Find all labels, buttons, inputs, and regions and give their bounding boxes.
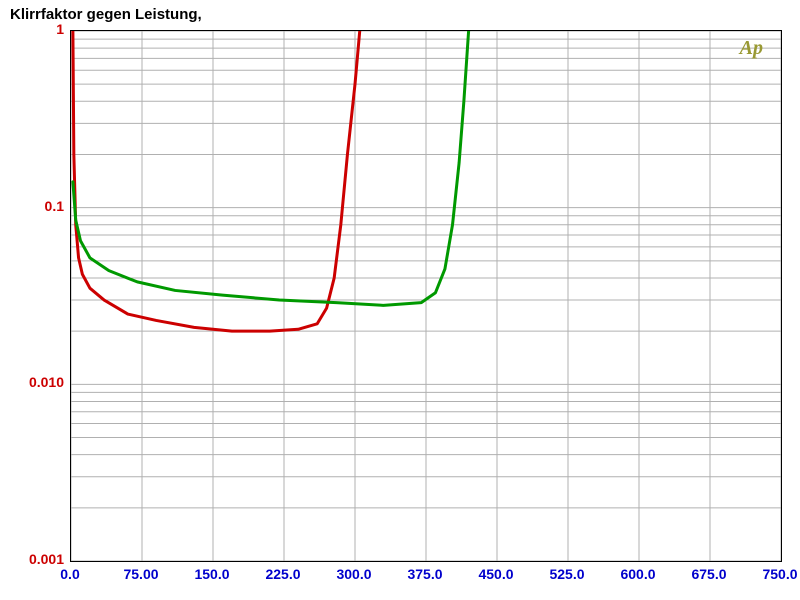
x-tick-label: 750.0 (762, 566, 797, 582)
x-tick-label: 150.0 (194, 566, 229, 582)
series-red (73, 31, 360, 331)
watermark: Ap (740, 37, 763, 60)
series-green (73, 31, 469, 305)
curves-svg (71, 31, 781, 561)
y-tick-label: 0.001 (4, 551, 64, 567)
x-tick-label: 225.0 (265, 566, 300, 582)
chart-container: Klirrfaktor gegen Leistung, Ap 0.0010.01… (0, 0, 800, 600)
y-tick-label: 1 (4, 21, 64, 37)
plot-area: Ap (70, 30, 782, 562)
x-tick-label: 525.0 (549, 566, 584, 582)
x-tick-label: 675.0 (691, 566, 726, 582)
y-tick-label: 0.010 (4, 374, 64, 390)
x-tick-label: 75.00 (123, 566, 158, 582)
x-tick-label: 450.0 (478, 566, 513, 582)
y-tick-label: 0.1 (4, 198, 64, 214)
x-tick-label: 600.0 (620, 566, 655, 582)
x-tick-label: 0.0 (60, 566, 79, 582)
x-tick-label: 375.0 (407, 566, 442, 582)
x-tick-label: 300.0 (336, 566, 371, 582)
